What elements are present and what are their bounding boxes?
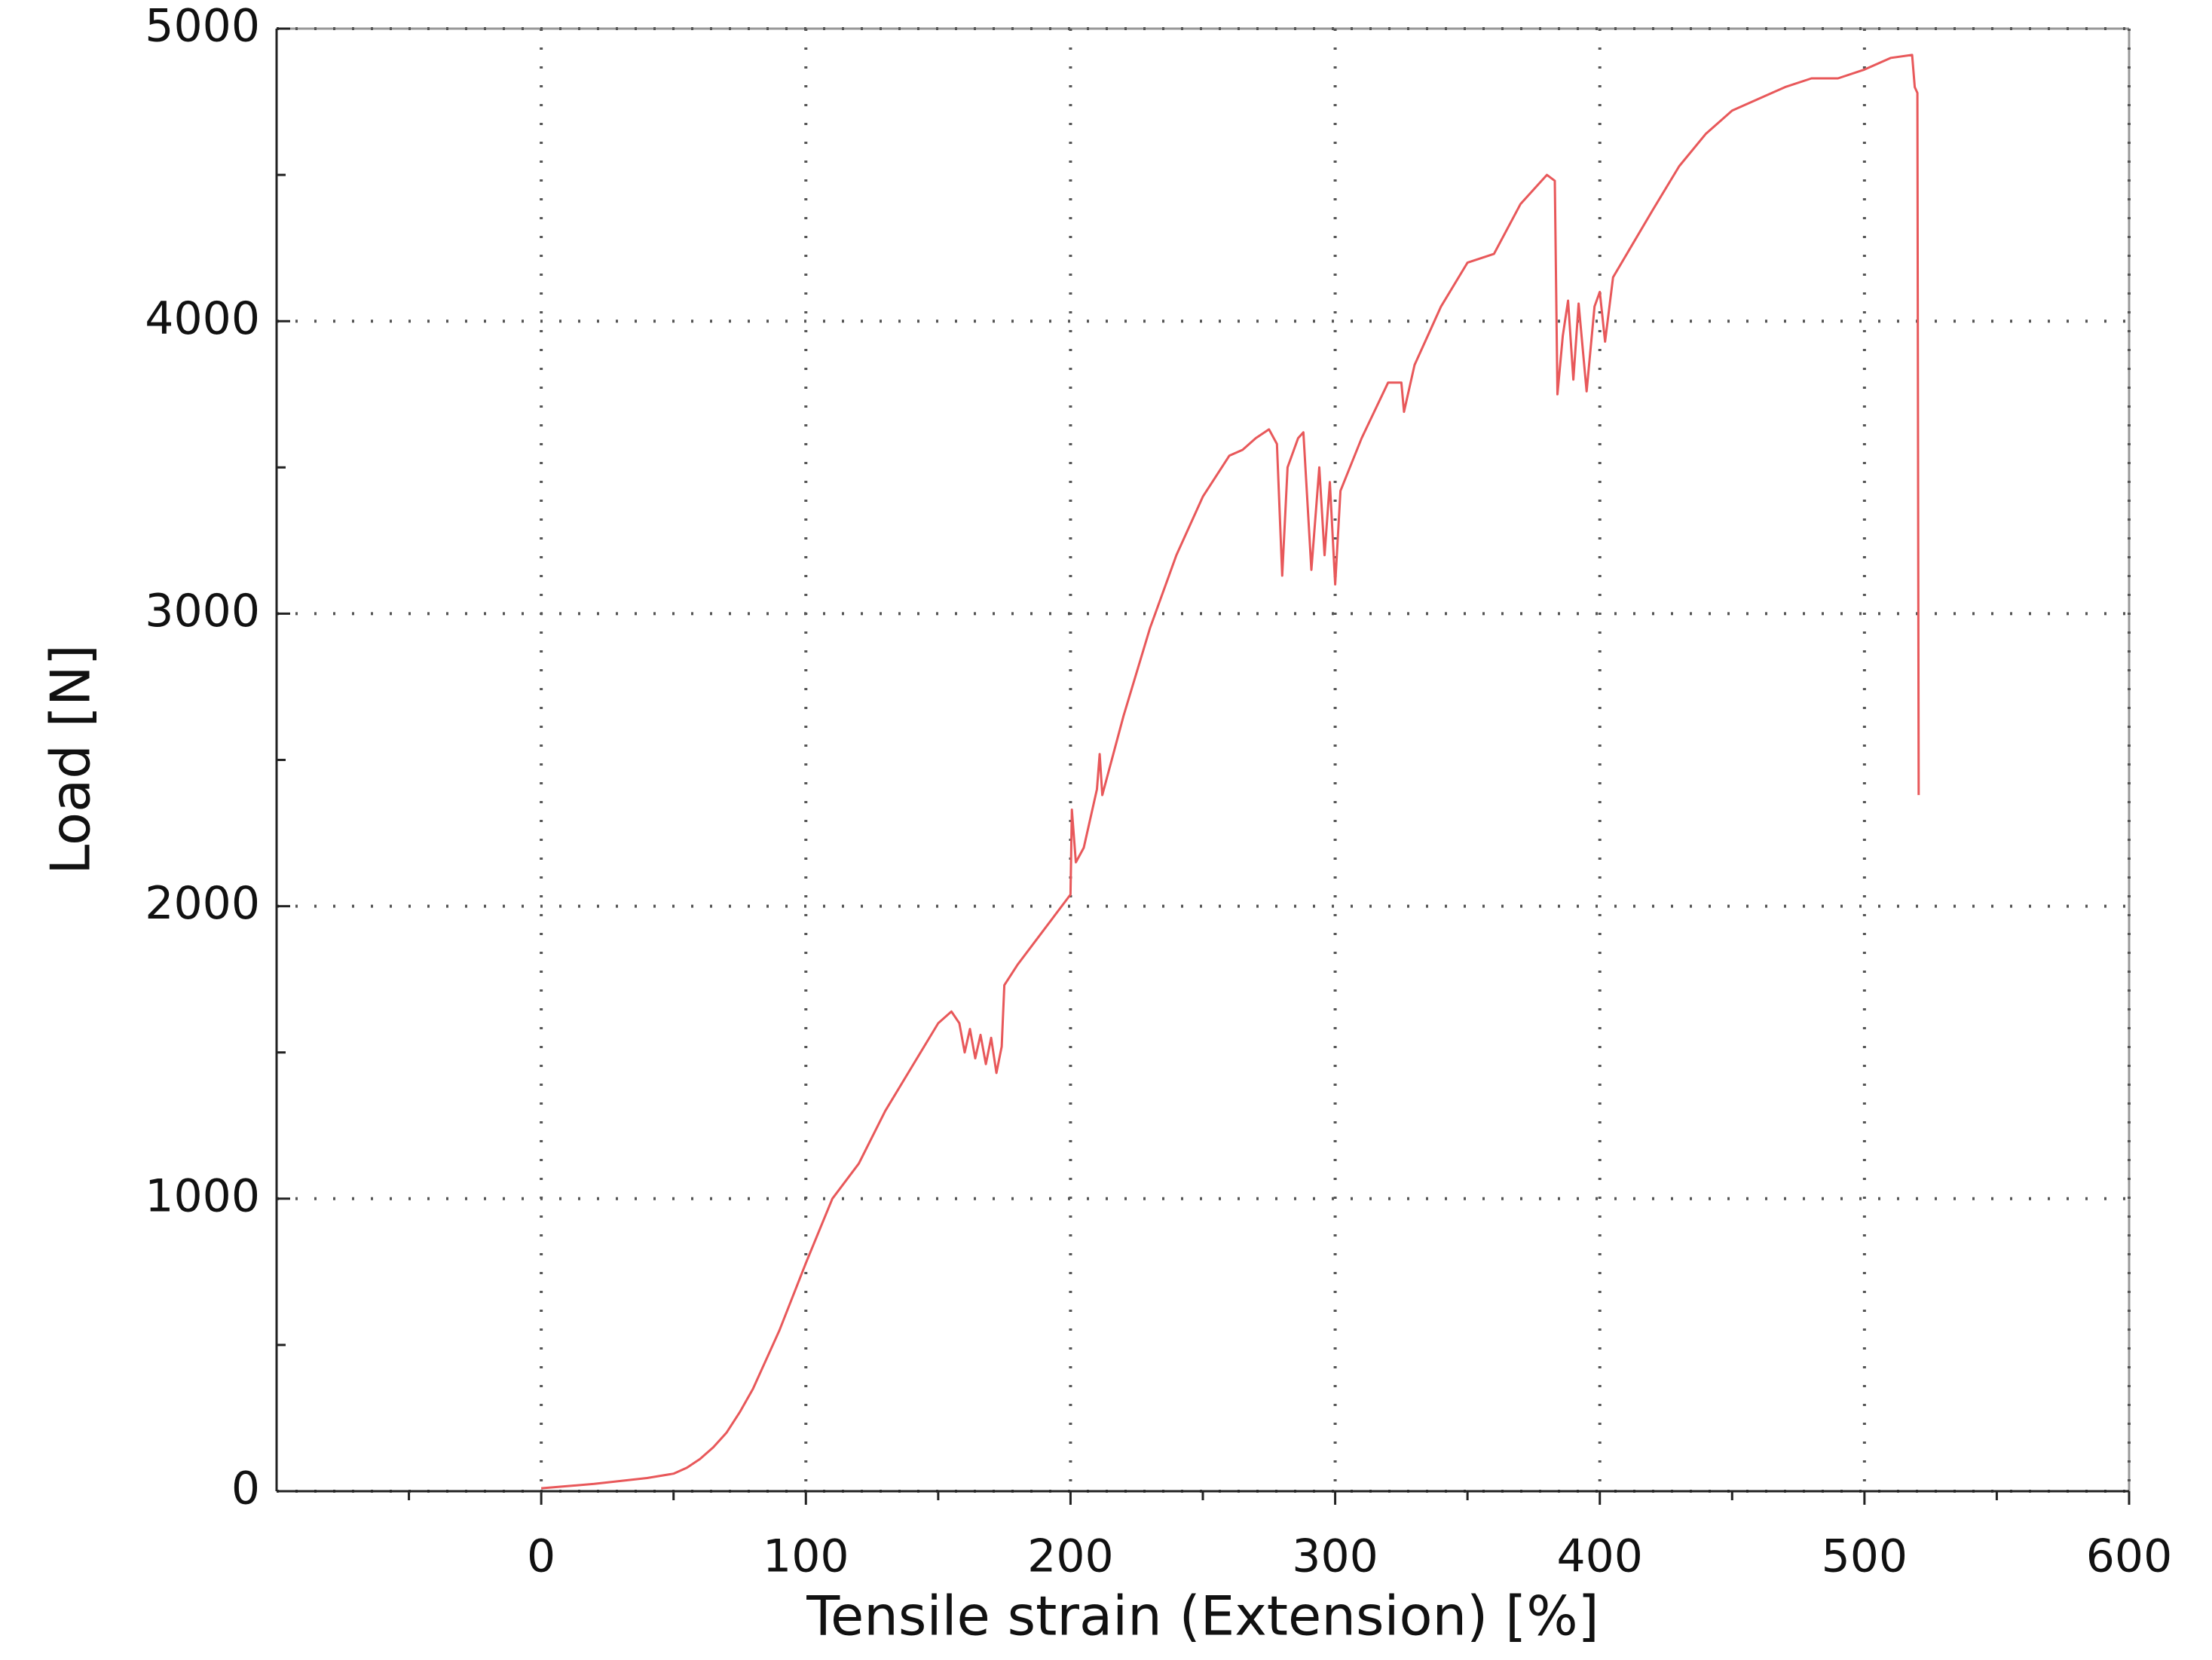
y-tick-label: 3000 [145, 585, 260, 637]
y-tick-label: 0 [231, 1463, 260, 1515]
x-tick-label: 0 [527, 1530, 555, 1583]
y-axis-label: Load [N] [39, 644, 102, 875]
y-tick-label: 2000 [145, 877, 260, 930]
x-axis-label: Tensile strain (Extension) [%] [806, 1585, 1599, 1648]
x-tick-label: 200 [1027, 1530, 1114, 1583]
y-tick-label: 4000 [145, 292, 260, 345]
y-tick-label: 5000 [145, 0, 260, 53]
x-tick-label: 300 [1292, 1530, 1378, 1583]
y-tick-label: 1000 [145, 1169, 260, 1222]
x-tick-label: 600 [2086, 1530, 2173, 1583]
x-tick-label: 500 [1822, 1530, 1908, 1583]
data-line [540, 53, 1920, 1490]
x-tick-label: 400 [1556, 1530, 1643, 1583]
x-tick-label: 100 [763, 1530, 849, 1583]
